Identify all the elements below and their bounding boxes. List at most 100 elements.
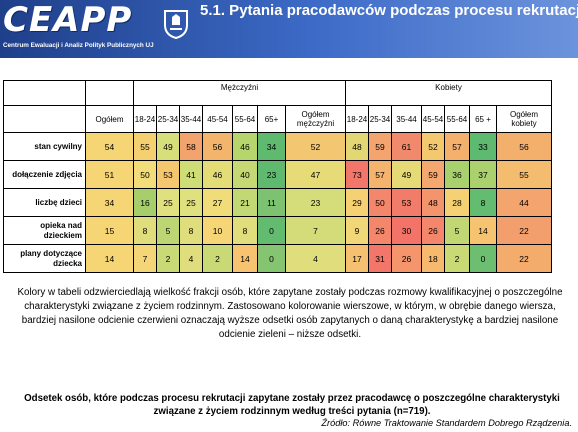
value-cell: 47: [285, 160, 346, 189]
color-description: Kolory w tabeli odzwierciedlają wielkość…: [17, 287, 563, 340]
value-cell: 21: [232, 188, 258, 217]
source-note: Źródło: Równe Traktowanie Standardem Dob…: [321, 418, 572, 428]
value-cell: 41: [179, 160, 203, 189]
value-cell: 14: [232, 244, 258, 273]
value-cell: 50: [368, 188, 392, 217]
university-seal-icon: [164, 10, 188, 39]
value-cell: 48: [345, 132, 369, 161]
table-row: plany dotyczące dziecka 14 7 2 4 2 14 0 4 17 31 26 1…: [3, 244, 552, 273]
value-cell: 26: [368, 216, 392, 245]
col-header-women-25-34: 25-34: [368, 105, 392, 133]
value-cell: 53: [156, 160, 180, 189]
value-cell: 4: [179, 244, 203, 273]
value-cell: 36: [444, 160, 470, 189]
table-row: dołączenie zdjęcia 51 50 53 41 46 40 23 47 73 57 49…: [3, 160, 552, 189]
value-cell: 23: [285, 188, 346, 217]
col-header-men-18-24: 18-24: [133, 105, 157, 133]
value-cell: 40: [232, 160, 258, 189]
page-title: 5.1. Pytania pracodawców podczas procesu…: [200, 2, 578, 19]
value-cell: 56: [496, 132, 552, 161]
value-cell: 61: [391, 132, 422, 161]
value-cell: 25: [156, 188, 180, 217]
value-cell: 28: [444, 188, 470, 217]
logo-subtitle: Centrum Ewaluacji i Analiz Polityk Publi…: [3, 42, 154, 49]
value-cell: 29: [345, 188, 369, 217]
value-cell: 10: [202, 216, 233, 245]
value-cell: 8: [133, 216, 157, 245]
col-header-men-55-64: 55-64: [232, 105, 258, 133]
row-label: plany dotyczące dziecka: [3, 244, 86, 273]
col-header-women-45-54: 45-54: [421, 105, 445, 133]
value-cell: 7: [133, 244, 157, 273]
group-header-women: Kobiety: [345, 80, 552, 106]
value-cell: 48: [421, 188, 445, 217]
value-cell: 52: [285, 132, 346, 161]
col-header-men-25-34: 25-34: [156, 105, 180, 133]
value-cell: 0: [257, 244, 286, 273]
value-cell: 5: [444, 216, 470, 245]
value-cell: 57: [444, 132, 470, 161]
value-cell: 37: [469, 160, 497, 189]
value-cell: 14: [469, 216, 497, 245]
value-cell: 25: [179, 188, 203, 217]
value-cell: 55: [496, 160, 552, 189]
table-row: liczbę dzieci 34 16 25 25 27 21 11 23 29 50 53 48 28 8…: [3, 188, 552, 217]
value-cell: 51: [85, 160, 134, 189]
value-cell: 22: [496, 216, 552, 245]
value-cell: 0: [469, 244, 497, 273]
value-cell: 18: [421, 244, 445, 273]
value-cell: 17: [345, 244, 369, 273]
row-label: stan cywilny: [3, 132, 86, 161]
row-label: liczbę dzieci: [3, 188, 86, 217]
value-cell: 23: [257, 160, 286, 189]
value-cell: 7: [285, 216, 346, 245]
total-spacer-cell: [85, 80, 134, 106]
value-cell: 33: [469, 132, 497, 161]
value-cell: 15: [85, 216, 134, 245]
row-label: dołączenie zdjęcia: [3, 160, 86, 189]
value-cell: 59: [421, 160, 445, 189]
value-cell: 54: [85, 132, 134, 161]
value-cell: 46: [202, 160, 233, 189]
value-cell: 30: [391, 216, 422, 245]
header-banner: CEAPP Centrum Ewaluacji i Analiz Polityk…: [0, 0, 578, 58]
value-cell: 52: [421, 132, 445, 161]
logo-wordmark: CEAPP: [3, 0, 133, 40]
table-caption: Odsetek osób, które podczas procesu rekr…: [24, 393, 560, 417]
value-cell: 22: [496, 244, 552, 273]
value-cell: 73: [345, 160, 369, 189]
value-cell: 55: [133, 132, 157, 161]
value-cell: 14: [85, 244, 134, 273]
value-cell: 46: [232, 132, 258, 161]
value-cell: 49: [156, 132, 180, 161]
col-header-men-65plus: 65+: [257, 105, 286, 133]
value-cell: 57: [368, 160, 392, 189]
value-cell: 27: [202, 188, 233, 217]
row-label: opieka nad dzieckiem: [3, 216, 86, 245]
col-header-men-total: Ogółem mężczyźni: [285, 105, 346, 133]
value-cell: 8: [469, 188, 497, 217]
table-row: opieka nad dzieckiem 15 8 5 8 10 8 0 7 9 26 30 26 5 14…: [3, 216, 552, 245]
value-cell: 16: [133, 188, 157, 217]
results-table: Mężczyźni Kobiety Ogółem 18-24 25-34 35-…: [3, 80, 552, 273]
value-cell: 26: [421, 216, 445, 245]
table-body: stan cywilny 54 55 49 58 56 46 34 52 48 59 61 52 57 33…: [3, 132, 552, 273]
value-cell: 59: [368, 132, 392, 161]
value-cell: 58: [179, 132, 203, 161]
value-cell: 5: [156, 216, 180, 245]
value-cell: 4: [285, 244, 346, 273]
col-header-women-65plus: 65 +: [469, 105, 497, 133]
value-cell: 56: [202, 132, 233, 161]
value-cell: 9: [345, 216, 369, 245]
row-label-header: [3, 105, 86, 133]
value-cell: 8: [179, 216, 203, 245]
value-cell: 31: [368, 244, 392, 273]
value-cell: 44: [496, 188, 552, 217]
group-header-men: Mężczyźni: [133, 80, 346, 106]
col-header-women-55-64: 55-64: [444, 105, 470, 133]
value-cell: 11: [257, 188, 286, 217]
value-cell: 2: [444, 244, 470, 273]
col-header-total: Ogółem: [85, 105, 134, 133]
value-cell: 2: [202, 244, 233, 273]
ceapp-logo: CEAPP Centrum Ewaluacji i Analiz Polityk…: [3, 0, 191, 53]
